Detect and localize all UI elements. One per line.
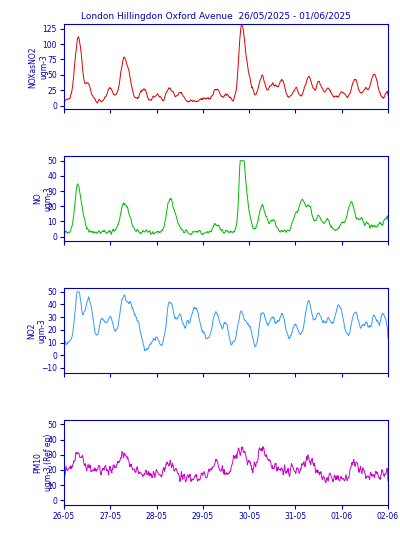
Y-axis label: NO
ugm-3: NO ugm-3 [34,186,53,211]
Y-axis label: NOXasNO2
ugm-3: NOXasNO2 ugm-3 [29,46,48,87]
Y-axis label: PM10
ugm-3 (Ref eq): PM10 ugm-3 (Ref eq) [34,434,53,491]
Y-axis label: NO2
ugm-3: NO2 ugm-3 [27,318,46,343]
Text: London Hillingdon Oxford Avenue  26/05/2025 - 01/06/2025: London Hillingdon Oxford Avenue 26/05/20… [81,12,351,21]
